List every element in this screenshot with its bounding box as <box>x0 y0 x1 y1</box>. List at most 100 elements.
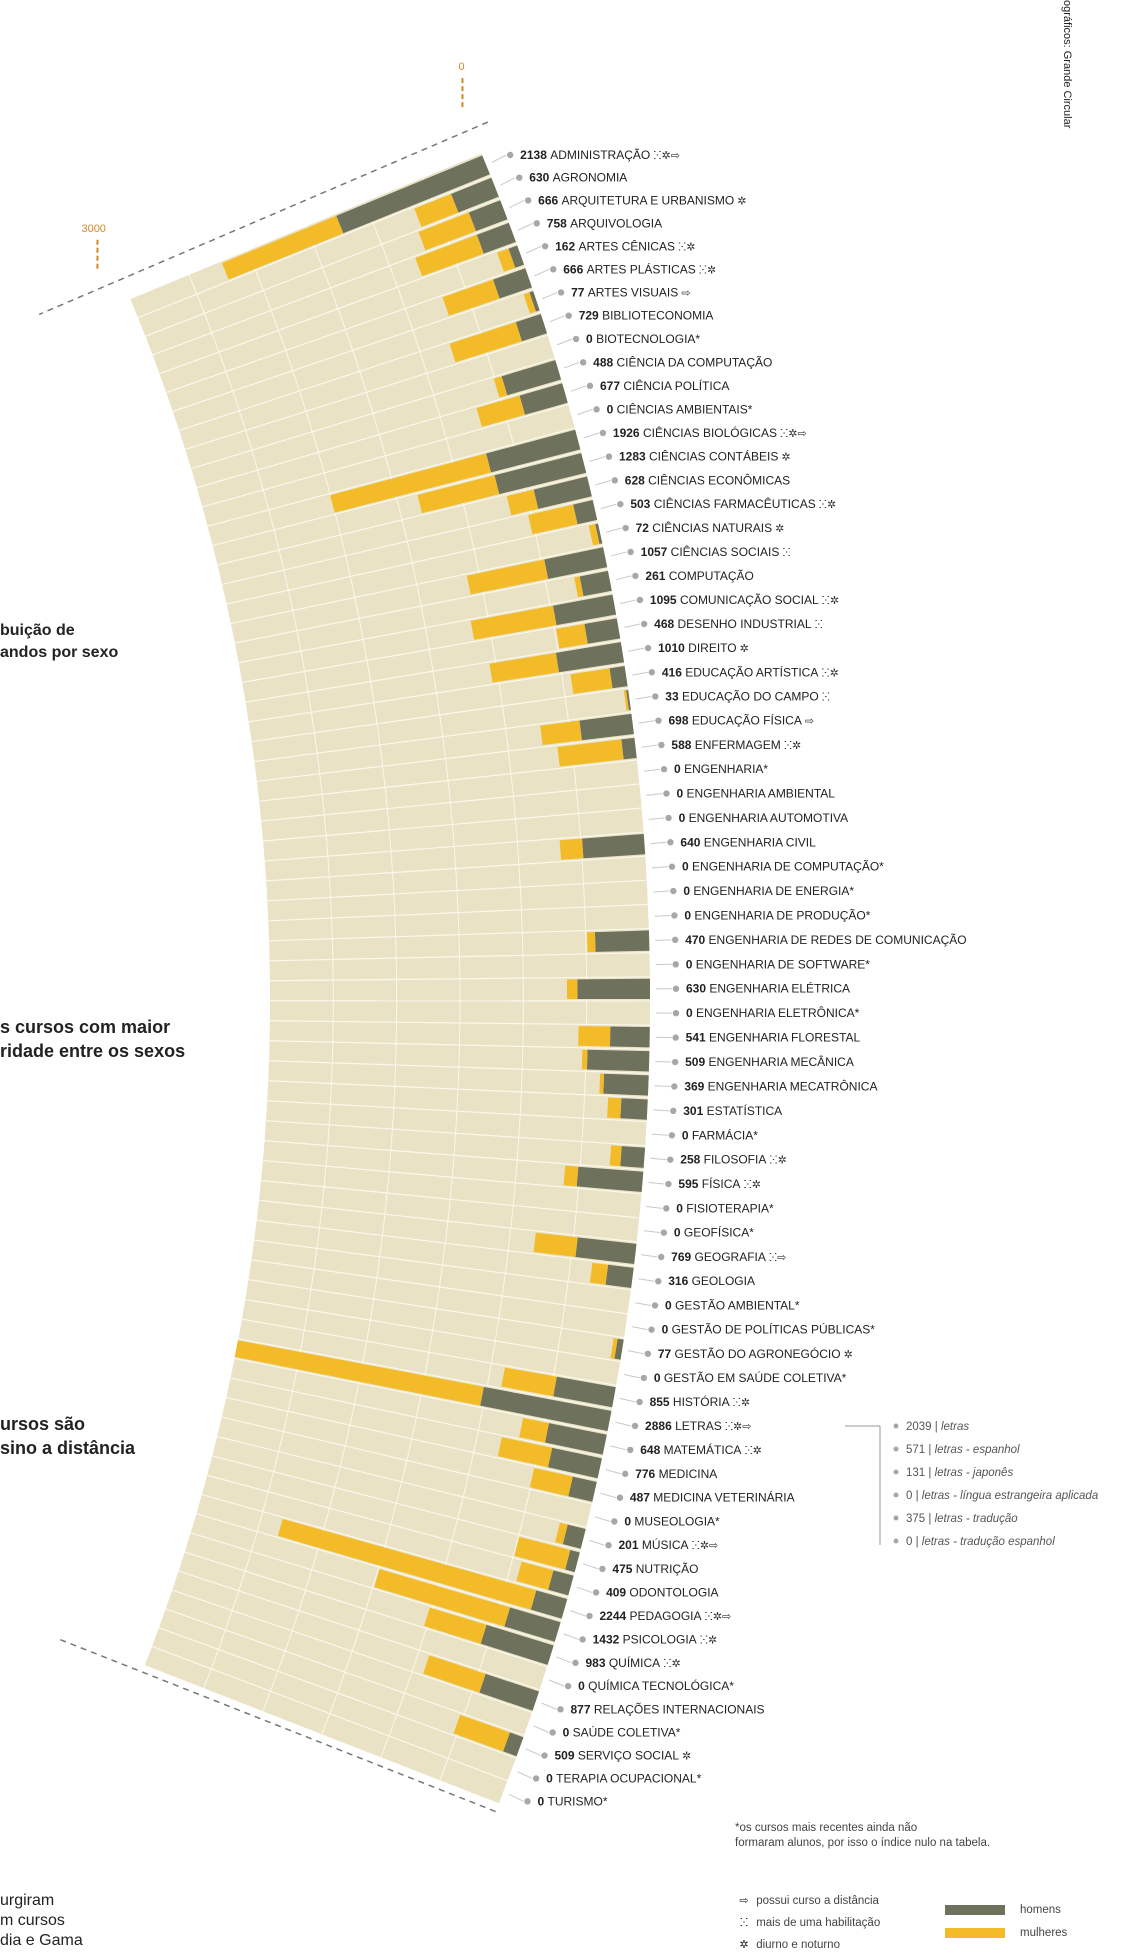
bar-men <box>555 642 625 673</box>
bar-women <box>514 1536 571 1570</box>
leader-line <box>583 432 600 439</box>
leader-line <box>541 1702 557 1710</box>
course-name: ENGENHARIA FLORESTAL <box>709 1031 860 1045</box>
course-label: 0 MUSEOLOGIA* <box>624 1514 720 1528</box>
course-total: 470 <box>685 933 708 947</box>
course-dot <box>672 985 680 992</box>
leader-line <box>641 744 658 748</box>
breakdown-value: 0 | <box>906 1490 922 1502</box>
course-total: 698 <box>668 714 691 728</box>
course-label: 588 ENFERMAGEM ⵘ✲ <box>671 738 801 752</box>
course-dot <box>586 382 594 390</box>
course-dot <box>657 1253 665 1261</box>
bar-women <box>599 1073 605 1094</box>
bar-women <box>570 668 613 694</box>
bar-men <box>480 1624 554 1665</box>
course-dot <box>670 1107 677 1115</box>
leader-line <box>600 503 617 510</box>
course-label: 0 ENGENHARIA DE ENERGIA* <box>683 884 854 898</box>
bar-men <box>451 177 499 213</box>
leader-line <box>517 1771 533 1779</box>
course-label: 77 GESTÃO DO AGRONEGÓCIO ✲ <box>658 1346 853 1361</box>
leader-line <box>655 939 672 941</box>
breakdown-row: 375 | letras - tradução <box>906 1513 1018 1525</box>
leader-line <box>650 1157 667 1161</box>
course-total: 729 <box>579 309 602 323</box>
course-dot <box>549 1729 556 1736</box>
course-dot <box>592 1589 600 1596</box>
course-label: 0 ENGENHARIA AUTOMOTIVA <box>679 811 849 825</box>
bar-men <box>568 1476 597 1502</box>
legend-swatch-women <box>945 1928 1005 1938</box>
bar-men <box>533 476 592 509</box>
leader-line <box>594 1516 611 1522</box>
bar-layer <box>221 155 650 1757</box>
course-total: 0 <box>607 402 617 416</box>
course-total: 758 <box>547 216 570 230</box>
breakdown-row: 131 | letras - japonês <box>906 1467 1013 1479</box>
breakdown-row: 2039 | letras <box>906 1421 969 1433</box>
course-label: 0 TURISMO* <box>537 1794 607 1808</box>
course-label: 0 BIOTECNOLOGIA* <box>586 332 700 346</box>
course-total: 0 <box>684 908 694 922</box>
course-dot <box>524 1798 531 1805</box>
course-dot <box>541 1752 548 1759</box>
course-label: 0 FISIOTERAPIA* <box>676 1201 774 1215</box>
leader-line <box>646 1206 663 1209</box>
course-label: 630 ENGENHARIA ELÉTRICA <box>686 981 850 996</box>
bar-women <box>559 838 584 860</box>
course-dot <box>611 477 618 484</box>
course-total: 1095 <box>650 593 680 607</box>
course-dot <box>667 1156 674 1163</box>
course-name: ADMINISTRAÇÃO <box>550 148 650 162</box>
course-name: MÚSICA <box>642 1537 689 1552</box>
course-dot <box>648 1326 655 1333</box>
course-name: ENGENHARIA DE REDES DE COMUNICAÇÃO <box>709 933 967 947</box>
bar-women <box>234 1340 484 1406</box>
leader-line <box>508 1793 524 1802</box>
bar-men <box>553 1376 616 1408</box>
multi-habilitation-icon: ⵘ <box>739 1917 749 1929</box>
course-flags-icons: ⵘ✲ <box>675 241 696 253</box>
bar-men <box>603 1073 649 1096</box>
course-dot <box>532 1775 540 1782</box>
course-label: 0 ENGENHARIA AMBIENTAL <box>676 787 835 801</box>
breakdown-value: 0 | <box>906 1536 922 1548</box>
leader-line <box>563 1633 579 1640</box>
leader-line <box>653 1109 670 1112</box>
bar-women <box>566 979 578 1000</box>
bar-women <box>423 1655 486 1693</box>
course-label: 316 GEOLOGIA <box>668 1274 755 1288</box>
grid-arc <box>247 250 398 1712</box>
course-dot <box>668 1132 676 1139</box>
course-total: 855 <box>650 1395 673 1409</box>
leader-line <box>563 361 580 369</box>
course-flags-icons: ✲ <box>772 523 784 535</box>
course-name: CIÊNCIAS SOCIAIS <box>671 544 780 559</box>
course-total: 1283 <box>619 450 649 464</box>
course-name: ARTES CÊNICAS <box>578 238 674 253</box>
bar-men <box>575 1237 637 1265</box>
course-label: 758 ARQUIVOLOGIA <box>547 216 662 230</box>
leader-line <box>651 1133 668 1136</box>
course-total: 648 <box>640 1443 663 1457</box>
course-flags-icons: ⵘ✲ <box>660 1658 681 1670</box>
course-dot <box>524 197 532 204</box>
course-name: ENGENHARIA* <box>684 762 768 776</box>
course-flags-icons: ✲ <box>841 1349 853 1361</box>
course-dot <box>672 961 679 968</box>
course-flags-icons: ✲ <box>778 452 790 464</box>
course-flags-icons: ⵘ <box>779 547 790 559</box>
bar-women <box>330 453 492 513</box>
course-total: 0 <box>563 1725 573 1739</box>
bar-men <box>504 1607 561 1642</box>
bar-men <box>562 1524 586 1549</box>
bar-women <box>607 1097 622 1119</box>
course-total: 1926 <box>613 426 643 440</box>
course-name: GEOLOGIA <box>692 1274 755 1288</box>
course-dot <box>616 1494 624 1501</box>
course-total: 488 <box>593 355 616 369</box>
course-flags-icons: ⵘ✲ <box>781 740 802 752</box>
